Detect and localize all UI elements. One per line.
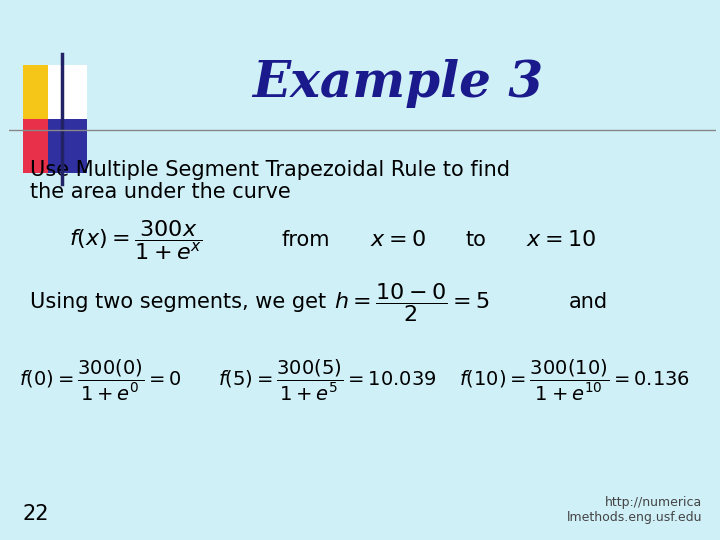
Text: and: and — [570, 292, 608, 313]
Text: Using two segments, we get: Using two segments, we get — [30, 292, 326, 313]
Text: $f(10) = \dfrac{300(10)}{1+e^{10}} = 0.136$: $f(10) = \dfrac{300(10)}{1+e^{10}} = 0.1… — [459, 358, 690, 403]
Text: $f(0) = \dfrac{300(0)}{1+e^{0}} = 0$: $f(0) = \dfrac{300(0)}{1+e^{0}} = 0$ — [19, 358, 182, 403]
FancyBboxPatch shape — [23, 65, 62, 119]
Text: $f(5) = \dfrac{300(5)}{1+e^{5}} = 10.039$: $f(5) = \dfrac{300(5)}{1+e^{5}} = 10.039… — [218, 358, 436, 403]
Text: $h = \dfrac{10-0}{2} = 5$: $h = \dfrac{10-0}{2} = 5$ — [334, 281, 490, 324]
Text: the area under the curve: the area under the curve — [30, 181, 291, 202]
FancyBboxPatch shape — [48, 119, 86, 173]
Text: http://numerica
lmethods.eng.usf.edu: http://numerica lmethods.eng.usf.edu — [567, 496, 702, 524]
Text: Use Multiple Segment Trapezoidal Rule to find: Use Multiple Segment Trapezoidal Rule to… — [30, 160, 510, 180]
Text: $f(x) = \dfrac{300x}{1+e^{x}}$: $f(x) = \dfrac{300x}{1+e^{x}}$ — [69, 218, 203, 262]
Text: to: to — [465, 230, 486, 251]
Text: from: from — [282, 230, 330, 251]
Text: 22: 22 — [23, 504, 50, 524]
Text: Example 3: Example 3 — [252, 59, 544, 108]
FancyBboxPatch shape — [23, 119, 62, 173]
Text: $x = 0$: $x = 0$ — [370, 230, 426, 251]
FancyBboxPatch shape — [48, 65, 86, 119]
Text: $x = 10$: $x = 10$ — [526, 230, 595, 251]
